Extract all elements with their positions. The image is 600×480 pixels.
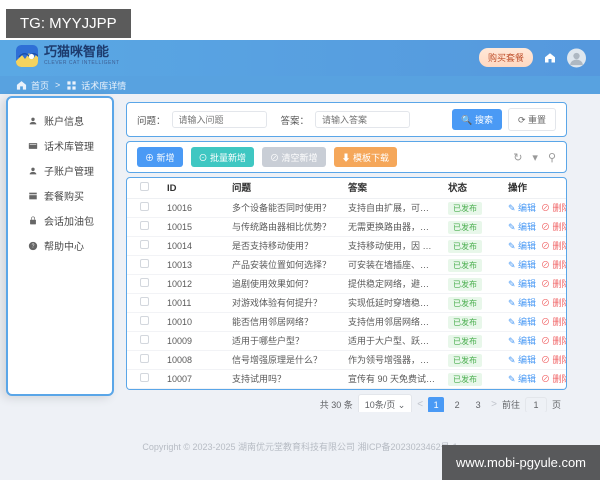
svg-text:?: ?	[32, 243, 35, 249]
